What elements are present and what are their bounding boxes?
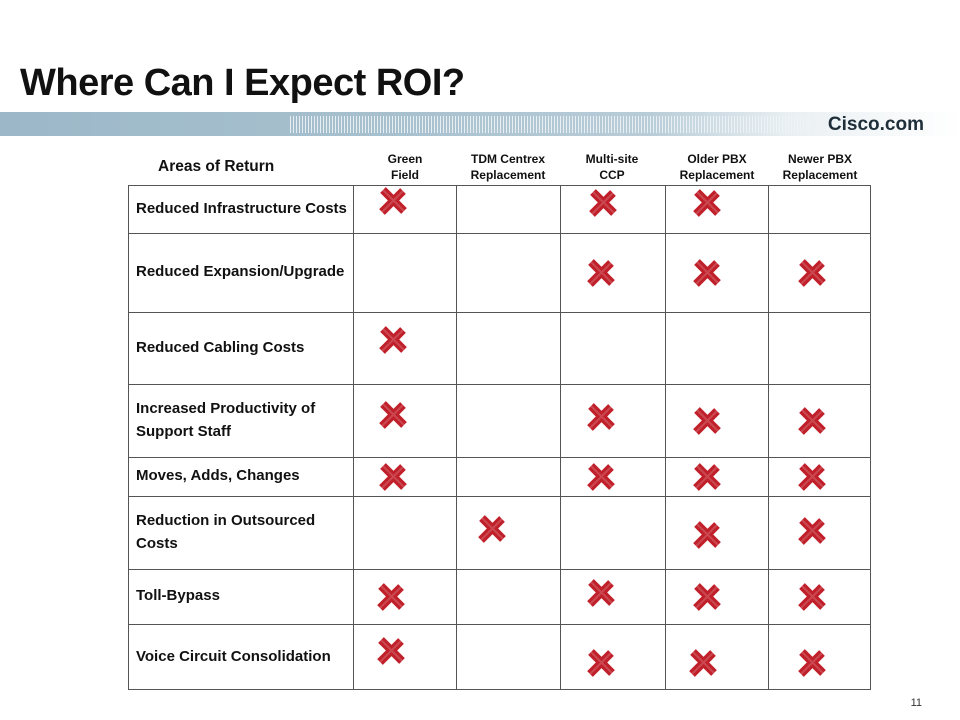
x-mark-icon: [586, 648, 616, 678]
column-header: Green Field: [355, 147, 455, 187]
page-number: 11: [910, 697, 922, 709]
x-mark-icon: [378, 462, 408, 492]
x-mark-icon: [692, 406, 722, 436]
row-label: Voice Circuit Consolidation: [136, 647, 331, 665]
x-mark-icon: [797, 582, 827, 612]
roi-table: [128, 185, 871, 690]
column-header: Newer PBX Replacement: [770, 147, 870, 187]
row-divider: [128, 457, 871, 458]
column-divider: [665, 185, 666, 690]
x-mark-icon: [797, 462, 827, 492]
row-label: Toll-Bypass: [136, 587, 220, 605]
column-header-line2: Replacement: [782, 168, 858, 182]
row-label: Reduction in Outsourced Costs: [136, 512, 316, 552]
row-divider: [128, 384, 871, 385]
row-label: Moves, Adds, Changes: [136, 467, 300, 485]
banner-barcode-pattern: [290, 116, 810, 133]
row-divider: [128, 312, 871, 313]
column-header-line2: Replacement: [470, 168, 546, 182]
x-mark-icon: [376, 636, 406, 666]
row-divider: [128, 496, 871, 497]
x-mark-icon: [692, 188, 722, 218]
column-header-line2: CCP: [599, 168, 625, 182]
column-header: Older PBX Replacement: [667, 147, 767, 187]
x-mark-icon: [586, 402, 616, 432]
column-divider: [768, 185, 769, 690]
row-divider: [128, 624, 871, 625]
x-mark-icon: [477, 514, 507, 544]
x-mark-icon: [586, 462, 616, 492]
x-mark-icon: [692, 582, 722, 612]
x-mark-icon: [378, 400, 408, 430]
x-mark-icon: [692, 258, 722, 288]
column-header-line2: Field: [390, 168, 419, 182]
column-divider: [353, 185, 354, 690]
x-mark-icon: [588, 188, 618, 218]
row-label: Increased Productivity of Support Staff: [136, 400, 316, 440]
row-divider: [128, 233, 871, 234]
row-label: Reduced Cabling Costs: [136, 338, 305, 356]
column-header-line1: Newer PBX: [787, 151, 852, 166]
x-mark-icon: [797, 648, 827, 678]
column-header-line1: Multi-site: [585, 151, 639, 166]
column-header-line2: Replacement: [679, 168, 755, 182]
x-mark-icon: [797, 516, 827, 546]
x-mark-icon: [797, 406, 827, 436]
brand-logo: Cisco.com: [827, 114, 924, 135]
x-mark-icon: [586, 258, 616, 288]
x-mark-icon: [692, 462, 722, 492]
x-mark-icon: [586, 578, 616, 608]
row-label: Reduced Infrastructure Costs: [136, 199, 347, 217]
row-label: Reduced Expansion/Upgrade: [136, 263, 345, 281]
x-mark-icon: [378, 186, 408, 216]
row-divider: [128, 569, 871, 570]
column-header-line1: TDM Centrex: [470, 151, 545, 166]
x-mark-icon: [376, 582, 406, 612]
column-divider: [560, 185, 561, 690]
x-mark-icon: [692, 520, 722, 550]
x-mark-icon: [378, 325, 408, 355]
column-header-line1: Green: [387, 151, 423, 166]
areas-of-return-heading: Areas of Return: [158, 158, 275, 175]
x-mark-icon: [797, 258, 827, 288]
column-header: TDM Centrex Replacement: [458, 147, 558, 187]
slide-title: Where Can I Expect ROI?: [20, 62, 465, 104]
x-mark-icon: [688, 648, 718, 678]
column-divider: [456, 185, 457, 690]
column-header: Multi-site CCP: [562, 147, 662, 187]
column-header-line1: Older PBX: [687, 151, 747, 166]
